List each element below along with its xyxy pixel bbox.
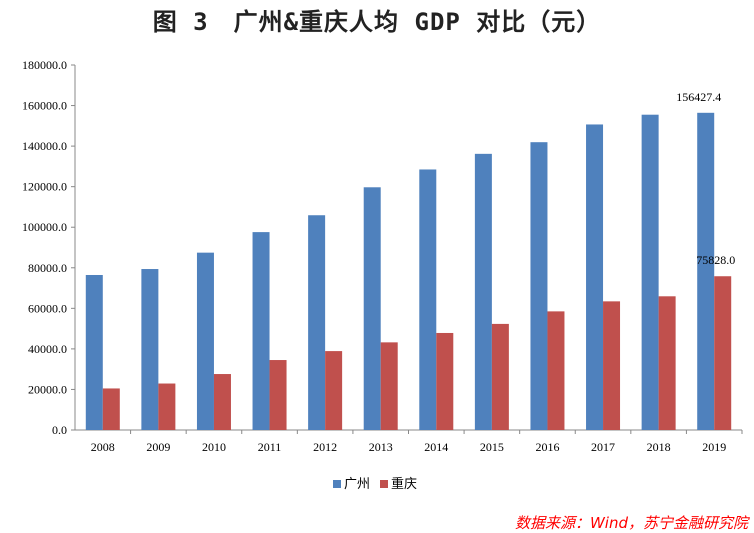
data-label: 156427.4 — [676, 90, 721, 104]
x-tick-label: 2015 — [480, 440, 504, 454]
y-tick-label: 20000.0 — [28, 382, 67, 396]
data-label: 75828.0 — [696, 253, 735, 267]
bar-chongqing-2018 — [658, 296, 676, 430]
y-tick-label: 60000.0 — [28, 301, 67, 315]
bar-guangzhou-2017 — [586, 124, 604, 431]
chart-title: 图 3 广州&重庆人均 GDP 对比（元） — [152, 8, 602, 36]
x-tick-label: 2016 — [535, 440, 559, 454]
bar-chongqing-2014 — [436, 332, 454, 430]
x-tick-label: 2018 — [647, 440, 671, 454]
x-tick-label: 2012 — [313, 440, 337, 454]
y-tick-label: 160000.0 — [22, 99, 67, 113]
y-tick-label: 40000.0 — [28, 342, 67, 356]
y-tick-label: 0.0 — [52, 423, 67, 437]
bar-guangzhou-2018 — [641, 114, 659, 431]
y-tick-label: 120000.0 — [22, 180, 67, 194]
bar-guangzhou-2011 — [252, 232, 270, 430]
bar-chongqing-2017 — [603, 301, 621, 430]
legend-label: 重庆 — [391, 477, 418, 492]
x-tick-label: 2017 — [591, 440, 615, 454]
y-tick-label: 140000.0 — [22, 139, 67, 153]
legend-item-guangzhou: 广州 — [333, 473, 370, 492]
legend: 广州 重庆 — [333, 473, 417, 492]
y-tick-label: 100000.0 — [22, 220, 67, 234]
bar-guangzhou-2013 — [363, 187, 381, 430]
x-tick-label: 2010 — [202, 440, 226, 454]
x-tick-label: 2011 — [258, 440, 282, 454]
x-tick-label: 2014 — [424, 440, 448, 454]
bar-guangzhou-2019 — [697, 112, 715, 431]
bar-chongqing-2019 — [714, 276, 732, 430]
legend-swatch — [333, 480, 341, 488]
bar-guangzhou-2008 — [85, 274, 103, 430]
legend-swatch — [380, 480, 389, 488]
bar-guangzhou-2014 — [419, 169, 437, 431]
bar-chongqing-2010 — [213, 374, 231, 430]
bar-guangzhou-2010 — [196, 252, 214, 430]
bar-chongqing-2013 — [380, 342, 398, 430]
bar-chongqing-2011 — [269, 360, 287, 430]
bar-chongqing-2008 — [102, 388, 120, 430]
bar-chongqing-2015 — [491, 323, 509, 430]
bar-chongqing-2012 — [325, 351, 343, 430]
bar-chongqing-2016 — [547, 311, 565, 430]
x-tick-label: 2008 — [91, 440, 115, 454]
legend-item-chongqing: 重庆 — [380, 473, 417, 492]
y-tick-label: 80000.0 — [28, 261, 67, 275]
bar-chongqing-2009 — [158, 383, 176, 430]
legend-label: 广州 — [344, 477, 371, 492]
bar-guangzhou-2009 — [141, 269, 159, 430]
bar-guangzhou-2016 — [530, 142, 548, 431]
bar-guangzhou-2012 — [308, 215, 326, 430]
bar-guangzhou-2015 — [474, 153, 492, 430]
x-tick-label: 2009 — [146, 440, 170, 454]
y-tick-label: 180000.0 — [22, 58, 67, 72]
source-note: 数据来源：Wind，苏宁金融研究院 — [514, 514, 748, 532]
x-tick-label: 2019 — [702, 440, 726, 454]
x-tick-label: 2013 — [369, 440, 393, 454]
